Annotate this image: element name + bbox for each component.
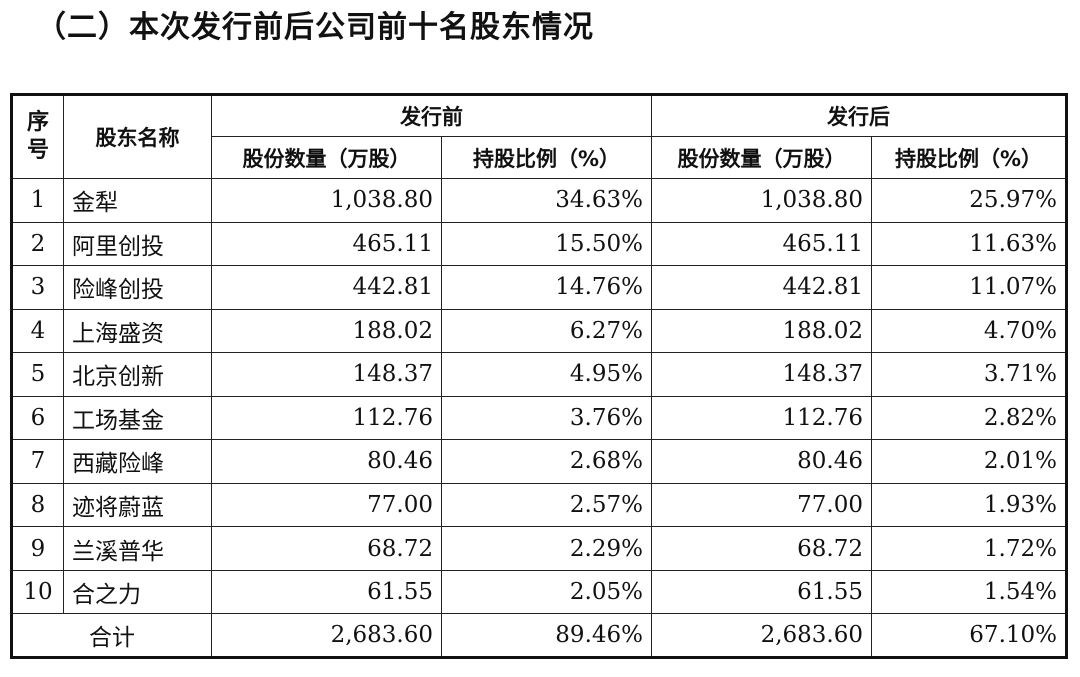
table-row: 9 兰溪普华 68.72 2.29% 68.72 1.72% <box>11 526 1067 571</box>
cell-before-shares: 465.11 <box>211 221 442 267</box>
total-after-shares: 2,683.60 <box>651 613 872 658</box>
header-after-ratio: 持股比例（%） <box>871 136 1067 179</box>
cell-before-ratio: 14.76% <box>441 265 652 310</box>
cell-after-ratio: 2.82% <box>871 395 1067 441</box>
total-before-ratio: 89.46% <box>441 613 652 658</box>
cell-index: 3 <box>11 265 64 310</box>
cell-after-shares: 77.00 <box>651 482 872 528</box>
cell-before-shares: 442.81 <box>211 265 442 310</box>
header-seq-bottom: 号 <box>26 138 49 163</box>
header-seq-top: 序 <box>26 110 49 135</box>
cell-shareholder-name: 工场基金 <box>63 395 212 441</box>
cell-shareholder-name: 险峰创投 <box>63 265 212 310</box>
cell-before-ratio: 2.29% <box>441 526 652 571</box>
cell-index: 9 <box>11 526 64 571</box>
cell-after-shares: 148.37 <box>651 352 872 397</box>
cell-after-shares: 1,038.80 <box>651 178 872 223</box>
header-seq: 序 号 <box>11 94 64 179</box>
cell-before-ratio: 4.95% <box>441 352 652 397</box>
header-before-ratio: 持股比例（%） <box>441 136 652 179</box>
cell-after-shares: 61.55 <box>651 569 872 615</box>
cell-index: 2 <box>11 221 64 267</box>
cell-shareholder-name: 合之力 <box>63 569 212 615</box>
cell-index: 1 <box>11 178 64 223</box>
cell-shareholder-name: 迹将蔚蓝 <box>63 482 212 528</box>
cell-before-ratio: 15.50% <box>441 221 652 267</box>
cell-before-shares: 188.02 <box>211 308 442 354</box>
table-row: 3 险峰创投 442.81 14.76% 442.81 11.07% <box>11 265 1067 310</box>
cell-before-shares: 68.72 <box>211 526 442 571</box>
cell-before-shares: 148.37 <box>211 352 442 397</box>
cell-after-shares: 465.11 <box>651 221 872 267</box>
table-row: 10 合之力 61.55 2.05% 61.55 1.54% <box>11 569 1067 615</box>
header-name: 股东名称 <box>63 94 212 179</box>
cell-after-ratio: 4.70% <box>871 308 1067 354</box>
cell-before-ratio: 6.27% <box>441 308 652 354</box>
cell-before-ratio: 2.57% <box>441 482 652 528</box>
cell-after-ratio: 1.93% <box>871 482 1067 528</box>
header-row-top: 序 号 股东名称 发行前 发行后 <box>11 94 1067 179</box>
cell-before-shares: 112.76 <box>211 395 442 441</box>
cell-index: 5 <box>11 352 64 397</box>
cell-after-ratio: 2.01% <box>871 439 1067 484</box>
cell-before-shares: 1,038.80 <box>211 178 442 223</box>
cell-after-ratio: 1.72% <box>871 526 1067 571</box>
table-row: 5 北京创新 148.37 4.95% 148.37 3.71% <box>11 352 1067 397</box>
total-label: 合计 <box>11 613 212 658</box>
header-before-shares: 股份数量（万股） <box>211 136 442 179</box>
cell-before-ratio: 3.76% <box>441 395 652 441</box>
cell-shareholder-name: 西藏险峰 <box>63 439 212 484</box>
cell-after-ratio: 11.63% <box>871 221 1067 267</box>
cell-before-ratio: 2.05% <box>441 569 652 615</box>
cell-before-shares: 80.46 <box>211 439 442 484</box>
total-after-ratio: 67.10% <box>871 613 1067 658</box>
shareholder-table: 序 号 股东名称 发行前 发行后 股份数量（万股） 持股比例（%） 股份数量（万… <box>10 93 1068 659</box>
cell-before-ratio: 2.68% <box>441 439 652 484</box>
header-after: 发行后 <box>651 94 1067 137</box>
cell-shareholder-name: 金犁 <box>63 178 212 223</box>
cell-after-ratio: 3.71% <box>871 352 1067 397</box>
header-before: 发行前 <box>211 94 652 137</box>
cell-index: 8 <box>11 482 64 528</box>
section-heading: （二）本次发行前后公司前十名股东情况 <box>36 10 594 45</box>
cell-shareholder-name: 兰溪普华 <box>63 526 212 571</box>
cell-after-ratio: 1.54% <box>871 569 1067 615</box>
table-row: 8 迹将蔚蓝 77.00 2.57% 77.00 1.93% <box>11 482 1067 528</box>
header-row-sub: 股份数量（万股） 持股比例（%） 股份数量（万股） 持股比例（%） <box>12 136 1067 179</box>
cell-shareholder-name: 北京创新 <box>63 352 212 397</box>
cell-after-ratio: 25.97% <box>871 178 1067 223</box>
cell-after-shares: 188.02 <box>651 308 872 354</box>
total-row: 合计 2,683.60 89.46% 2,683.60 67.10% <box>11 613 1067 658</box>
cell-shareholder-name: 上海盛资 <box>63 308 212 354</box>
cell-after-shares: 80.46 <box>651 439 872 484</box>
cell-after-shares: 112.76 <box>651 395 872 441</box>
cell-index: 7 <box>11 439 64 484</box>
cell-shareholder-name: 阿里创投 <box>63 221 212 267</box>
cell-before-ratio: 34.63% <box>441 178 652 223</box>
table-row: 2 阿里创投 465.11 15.50% 465.11 11.63% <box>11 221 1067 267</box>
table-row: 1 金犁 1,038.80 34.63% 1,038.80 25.97% <box>11 178 1067 223</box>
total-before-shares: 2,683.60 <box>211 613 442 658</box>
cell-after-ratio: 11.07% <box>871 265 1067 310</box>
cell-after-shares: 68.72 <box>651 526 872 571</box>
header-after-shares: 股份数量（万股） <box>651 136 872 179</box>
table-row: 6 工场基金 112.76 3.76% 112.76 2.82% <box>11 395 1067 441</box>
table-row: 4 上海盛资 188.02 6.27% 188.02 4.70% <box>11 308 1067 354</box>
cell-after-shares: 442.81 <box>651 265 872 310</box>
cell-index: 4 <box>11 308 64 354</box>
cell-index: 10 <box>11 569 64 615</box>
cell-before-shares: 61.55 <box>211 569 442 615</box>
table-row: 7 西藏险峰 80.46 2.68% 80.46 2.01% <box>11 439 1067 484</box>
cell-index: 6 <box>11 395 64 441</box>
cell-before-shares: 77.00 <box>211 482 442 528</box>
